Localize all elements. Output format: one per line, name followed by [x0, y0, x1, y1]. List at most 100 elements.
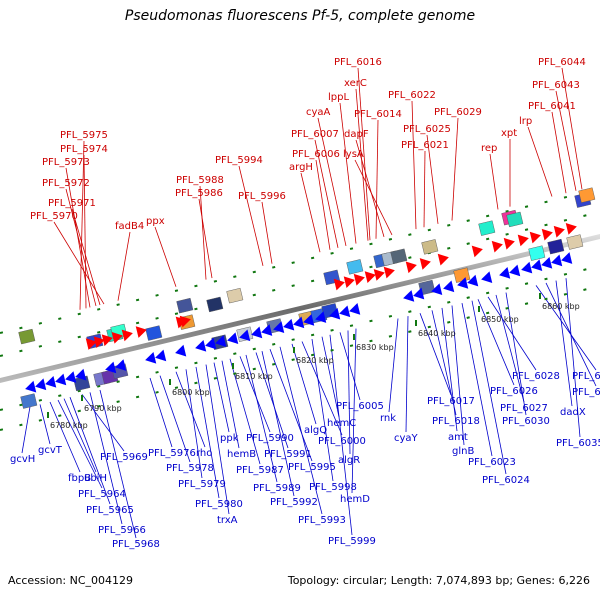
- gene-label-PFL_5991: PFL_5991: [264, 449, 312, 460]
- gene-label-PFL_6007: PFL_6007: [291, 129, 339, 140]
- gene-label-PFL_6026: PFL_6026: [490, 386, 538, 397]
- gene-leader-line: [245, 354, 278, 483]
- feature-domain-box: [176, 297, 194, 314]
- genome-backbone: [0, 234, 600, 383]
- reverse-gene-arrow: [509, 264, 521, 277]
- forward-gene-arrow: [553, 225, 565, 238]
- feature-domain-box: [421, 239, 439, 255]
- reverse-gene-arrow: [329, 307, 341, 320]
- gene-label-dadX: dadX: [560, 407, 586, 418]
- gene-label-PFL_5987: PFL_5987: [236, 465, 284, 476]
- gene-label-rnk: rnk: [380, 413, 396, 424]
- gene-leader-line: [471, 300, 507, 475]
- lower-track-guide-outer: [0, 265, 600, 411]
- gene-label-rep: rep: [481, 143, 497, 154]
- gene-label-fadB4: fadB4: [115, 221, 144, 232]
- gene-label-PFL_5973: PFL_5973: [42, 157, 90, 168]
- gene-leader-line: [69, 397, 111, 505]
- gene-leader-line: [213, 362, 230, 433]
- gene-label-hemD: hemD: [340, 494, 370, 505]
- gene-label-amt: amt: [448, 432, 468, 443]
- gene-label-PFL_5994: PFL_5994: [215, 155, 263, 166]
- reverse-gene-arrow: [303, 314, 315, 326]
- gene-leader-line: [198, 198, 213, 279]
- gene-leader-line: [321, 336, 340, 418]
- forward-gene-arrow: [503, 237, 515, 250]
- forward-gene-arrow: [111, 332, 123, 344]
- gene-leader-line: [154, 226, 177, 287]
- gene-label-PFL_5966: PFL_5966: [98, 525, 146, 536]
- gene-leader-line: [388, 318, 399, 413]
- scale-label: 6780 kbp: [50, 421, 88, 430]
- gene-label-cyaY: cyaY: [394, 433, 419, 444]
- gene-leader-line: [279, 346, 323, 515]
- reverse-gene-arrow: [25, 380, 37, 393]
- reverse-gene-arrow: [293, 316, 305, 329]
- gene-leader-line: [89, 392, 123, 525]
- gene-leader-line: [117, 231, 131, 301]
- gene-leader-line: [505, 292, 527, 416]
- gene-label-rho: rho: [196, 448, 212, 459]
- gene-leader-line: [63, 398, 97, 473]
- reverse-gene-arrow: [403, 290, 415, 302]
- gene-leader-line: [451, 305, 465, 446]
- gene-label-PFL_6016: PFL_6016: [334, 57, 382, 68]
- reverse-gene-arrow: [561, 252, 573, 264]
- gene-label-ubiH: ubiH: [84, 473, 107, 484]
- feature-domain-box: [226, 287, 244, 304]
- gene-label-ppk: ppk: [220, 433, 239, 444]
- gene-label-PFL_6043: PFL_6043: [532, 80, 580, 91]
- gene-leader-line: [300, 172, 321, 253]
- gene-label-PFL_6044: PFL_6044: [538, 57, 586, 68]
- gene-label-xpt: xpt: [501, 128, 517, 139]
- gene-label-PFL_5993: PFL_5993: [298, 515, 346, 526]
- genome-summary: Topology: circular; Length: 7,074,893 bp…: [287, 574, 590, 587]
- gene-arrows: [25, 223, 577, 393]
- forward-gene-arrow: [343, 276, 355, 289]
- scale-label: 6810 kbp: [235, 372, 273, 381]
- gene-leader-line: [431, 310, 457, 416]
- forward-gene-arrow: [383, 266, 395, 279]
- gene-label-PFL_6018: PFL_6018: [432, 416, 480, 427]
- reverse-gene-arrow: [541, 256, 553, 269]
- gene-label-PFL_6021: PFL_6021: [401, 140, 449, 151]
- reverse-gene-arrow: [531, 259, 543, 272]
- reverse-gene-arrow: [443, 280, 455, 293]
- reverse-gene-arrow: [273, 321, 285, 333]
- gene-label-PFL_6017: PFL_6017: [427, 396, 475, 407]
- genome-title: Pseudomonas fluorescens Pf-5, complete g…: [124, 8, 476, 24]
- footer: Accession: NC_004129 Topology: circular;…: [0, 574, 600, 590]
- gene-leader-line: [329, 334, 353, 536]
- gene-leader-line: [53, 221, 105, 305]
- gene-label-PFL_5986: PFL_5986: [175, 188, 223, 199]
- scale-label: 6790 kbp: [84, 404, 122, 413]
- gene-label-PFL_5989: PFL_5989: [253, 483, 301, 494]
- gene-label-PFL_6041: PFL_6041: [528, 101, 576, 112]
- gene-leader-line: [199, 185, 207, 280]
- forward-gene-arrow: [529, 231, 541, 244]
- gene-label-PFL_6028: PFL_6028: [512, 371, 560, 382]
- gene-leader-line: [159, 375, 191, 463]
- gene-label-lysA: lysA: [343, 149, 364, 160]
- gene-leader-line: [269, 349, 313, 462]
- gene-label-PFL_5979: PFL_5979: [178, 479, 226, 490]
- reverse-gene-arrow: [75, 368, 87, 381]
- gene-label-PFL_6014: PFL_6014: [354, 109, 402, 120]
- gene-leader-line: [461, 303, 493, 457]
- gene-leader-line: [314, 139, 339, 248]
- gene-label-PFL_5978: PFL_5978: [166, 463, 214, 474]
- gene-leader-line: [49, 401, 81, 473]
- reverse-gene-arrow: [145, 351, 157, 364]
- feature-domain-box: [20, 393, 38, 409]
- gene-leader-line: [347, 330, 351, 455]
- gene-leader-line: [555, 280, 573, 407]
- gene-leader-line: [301, 341, 343, 436]
- scale-label: 6840 kbp: [418, 329, 456, 338]
- reverse-gene-arrow: [521, 261, 533, 274]
- gene-leader-line: [351, 328, 357, 494]
- gene-leader-line: [561, 67, 583, 190]
- feature-domain-box: [506, 211, 524, 228]
- reverse-gene-arrow: [251, 326, 263, 339]
